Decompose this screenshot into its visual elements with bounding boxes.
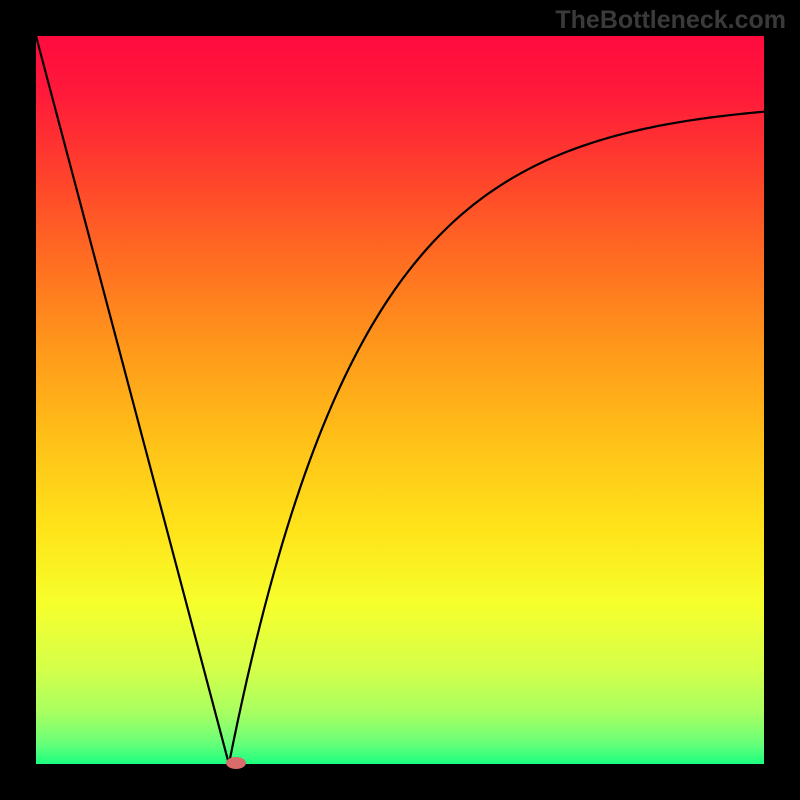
bottleneck-curve — [36, 36, 764, 764]
minimum-marker — [226, 757, 246, 769]
attribution-text: TheBottleneck.com — [555, 6, 786, 35]
chart-container: TheBottleneck.com — [0, 0, 800, 800]
plot-area — [36, 36, 764, 764]
